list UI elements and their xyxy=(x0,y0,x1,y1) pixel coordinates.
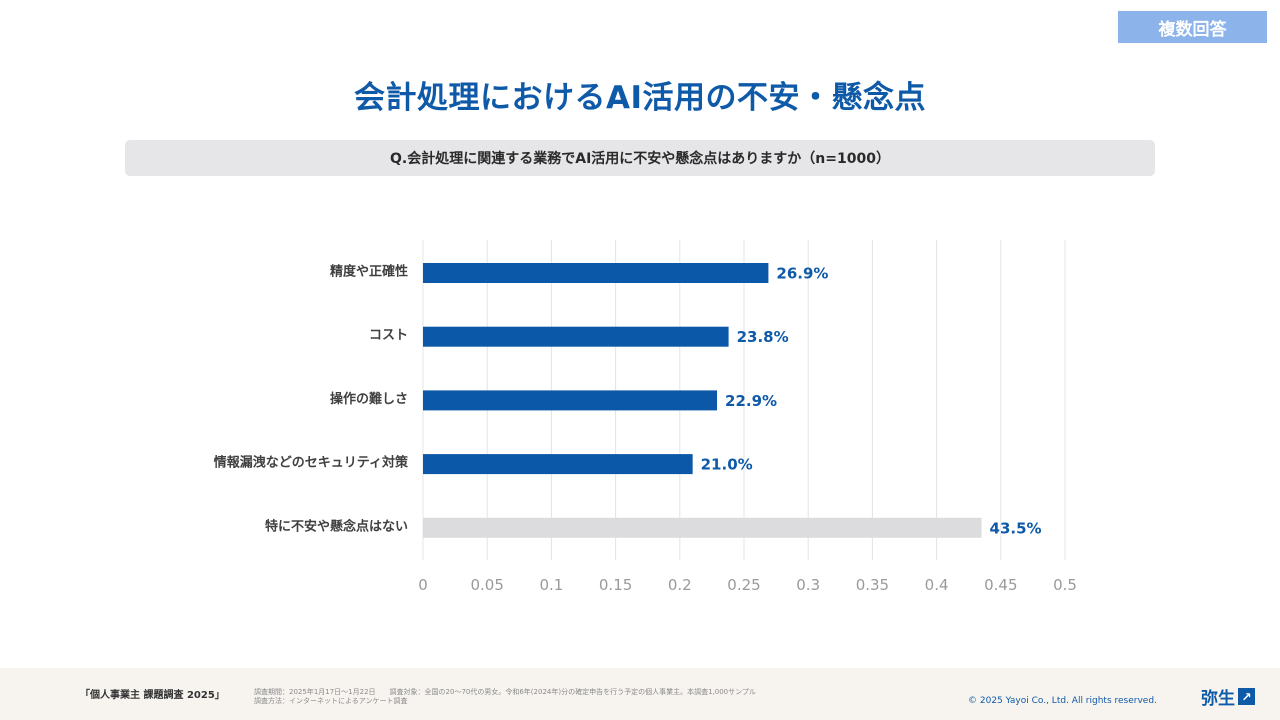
survey-method-line: 調査方法：インターネットによるアンケート調査 xyxy=(254,697,408,705)
category-label: 特に不安や懸念点はない xyxy=(265,518,408,534)
category-label: 情報漏洩などのセキュリティ対策 xyxy=(214,455,409,471)
x-tick-label: 0.25 xyxy=(727,576,760,594)
copyright: © 2025 Yayoi Co., Ltd. All rights reserv… xyxy=(968,696,1157,706)
bar xyxy=(423,454,693,475)
bar xyxy=(423,517,982,538)
category-label: コスト xyxy=(369,328,408,343)
question-banner: Q.会計処理に関連する業務でAI活用に不安や懸念点はありますか（n=1000） xyxy=(125,140,1155,176)
x-tick-label: 0.45 xyxy=(984,576,1017,594)
survey-period-line: 調査期間：2025年1月17日〜1月22日 調査対象：全国の20〜70代の男女。… xyxy=(254,688,756,696)
x-tick-label: 0.4 xyxy=(925,576,949,594)
survey-name: 「個人事業主 課題調査 2025」 xyxy=(80,690,225,701)
x-tick-label: 0.15 xyxy=(599,576,632,594)
arrow-logo-icon: ↗ xyxy=(1238,688,1255,705)
data-label: 23.8% xyxy=(737,328,789,346)
data-label: 22.9% xyxy=(725,392,777,410)
x-tick-label: 0.5 xyxy=(1053,576,1077,594)
data-label: 43.5% xyxy=(990,519,1042,537)
x-tick-label: 0.3 xyxy=(796,576,820,594)
x-tick-label: 0.2 xyxy=(668,576,692,594)
bar xyxy=(423,326,729,347)
footer: 「個人事業主 課題調査 2025」 調査期間：2025年1月17日〜1月22日 … xyxy=(0,668,1280,720)
x-tick-label: 0.1 xyxy=(539,576,563,594)
logo-text: 弥生 xyxy=(1201,689,1235,709)
yayoi-logo: 弥生 ↗ xyxy=(1201,684,1255,709)
multiple-answer-badge: 複数回答 xyxy=(1118,11,1267,43)
bar xyxy=(423,263,769,283)
x-tick-label: 0.05 xyxy=(470,576,503,594)
x-tick-label: 0 xyxy=(418,576,428,594)
category-label: 精度や正確性 xyxy=(330,264,408,280)
bar xyxy=(423,390,718,411)
bar-chart: 0 0.05 0.1 0.15 0.2 0.25 0.3 0.35 0.4 0.45 0.5 精度や正… xyxy=(214,240,1077,594)
data-label: 21.0% xyxy=(701,456,753,474)
data-label: 26.9% xyxy=(776,265,828,283)
x-tick-label: 0.35 xyxy=(856,576,889,594)
category-label: 操作の難しさ xyxy=(330,391,408,407)
page-title: 会計処理におけるAI活用の不安・懸念点 xyxy=(353,80,927,116)
